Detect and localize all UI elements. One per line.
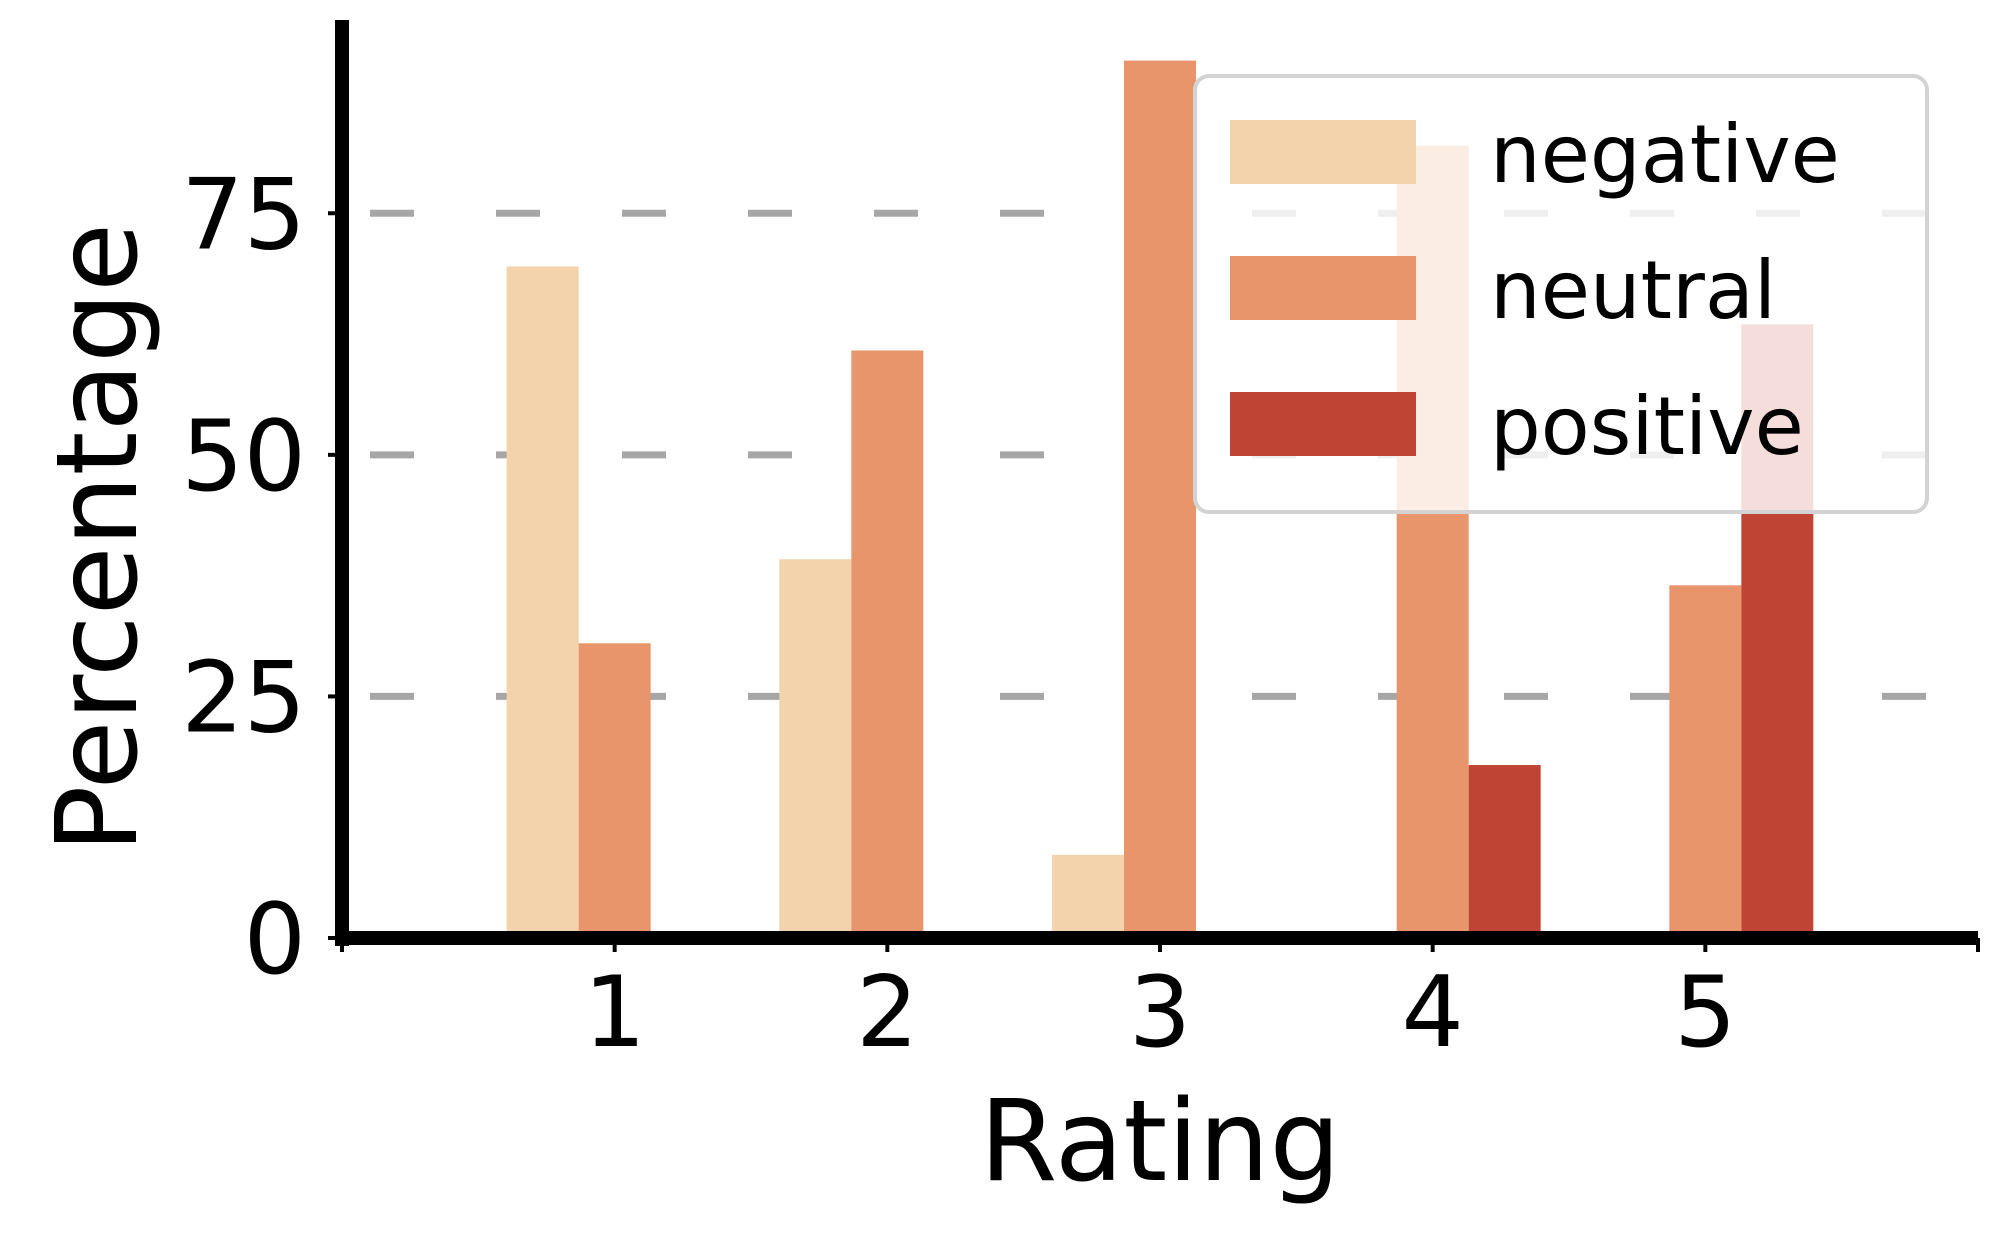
bar-neutral-5 [1669,585,1742,938]
x-tick-label-1: 1 [583,956,645,1070]
bar-positive-4 [1468,765,1541,938]
bar-negative-2 [779,559,852,938]
x-tick-label-4: 4 [1401,956,1463,1070]
x-tick-label-2: 2 [856,956,918,1070]
y-tick-label-75: 75 [181,158,306,272]
bar-negative-1 [506,266,579,938]
y-tick-label-0: 0 [244,883,306,997]
bar-negative-3 [1052,854,1124,938]
y-tick-label-25: 25 [181,641,306,755]
legend-swatch-negative [1230,120,1416,184]
bar-neutral-1 [578,643,651,938]
legend-swatch-positive [1230,392,1416,456]
bar-neutral-3 [1124,60,1196,938]
x-tick-label-5: 5 [1674,956,1736,1070]
y-axis-title: Percentage [33,223,163,853]
bar-neutral-2 [851,350,924,939]
legend-label-positive: positive [1490,380,1804,473]
ticks: 0 25 50 75 1 2 3 4 5 [181,158,1980,1070]
y-tick-label-50: 50 [181,400,306,514]
legend-swatch-neutral [1230,256,1416,320]
legend-label-neutral: neutral [1490,244,1776,337]
legend: negative neutral positive [1193,74,1929,514]
legend-label-negative: negative [1490,108,1840,201]
x-tick-label-3: 3 [1129,956,1191,1070]
x-axis-title: Rating [979,1077,1340,1207]
